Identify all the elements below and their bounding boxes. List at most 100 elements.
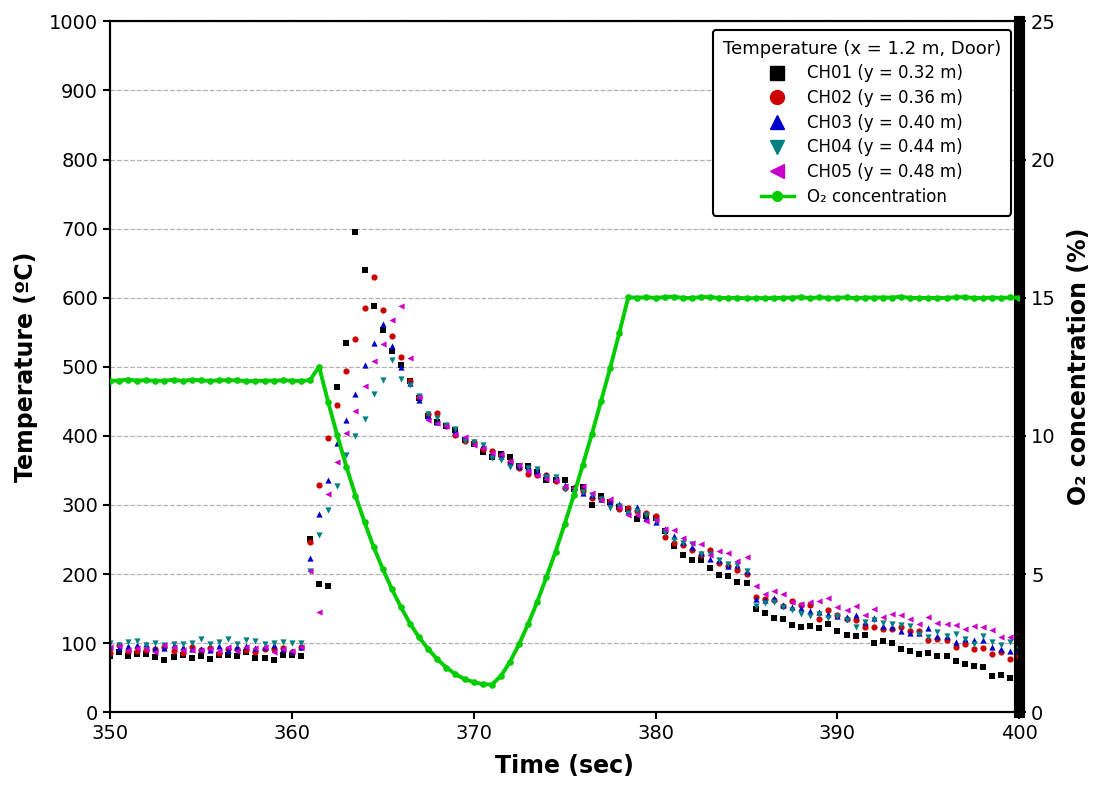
Point [147, 650, 165, 663]
Point [928, 630, 946, 642]
Point [965, 659, 982, 672]
Point [601, 362, 619, 375]
Point [173, 643, 191, 656]
Point [311, 360, 328, 373]
Point [692, 547, 709, 560]
Point [147, 642, 165, 654]
Point [956, 658, 974, 671]
Point [474, 446, 492, 459]
Point [192, 633, 210, 645]
Point [1010, 643, 1028, 656]
Point [902, 291, 919, 304]
Point [283, 374, 301, 386]
Point [629, 513, 646, 526]
Point [801, 619, 819, 632]
Point [401, 379, 419, 391]
Point [801, 610, 819, 623]
Point [774, 613, 791, 626]
Point [992, 291, 1010, 304]
Point [110, 375, 128, 387]
Point [438, 419, 455, 432]
Point [455, 432, 473, 445]
Point [846, 630, 864, 642]
Point [128, 375, 146, 387]
Point [692, 546, 709, 559]
Point [838, 613, 855, 626]
Point [902, 645, 919, 657]
Point [620, 505, 638, 518]
Point [610, 501, 628, 513]
Point [829, 609, 846, 622]
Point [455, 431, 473, 444]
Point [656, 523, 674, 535]
Point [820, 618, 838, 630]
Point [438, 419, 455, 432]
Point [620, 506, 638, 519]
Point [983, 624, 1001, 637]
Point [492, 449, 509, 462]
Point [383, 583, 401, 596]
Point [101, 641, 118, 653]
Point [119, 649, 137, 662]
Point [583, 428, 601, 440]
Point [465, 439, 483, 451]
Point [738, 565, 756, 577]
Point [246, 651, 264, 664]
Point [919, 631, 937, 644]
Point [401, 375, 419, 387]
Point [683, 537, 701, 550]
Point [219, 641, 236, 653]
Point [874, 291, 892, 304]
Point [165, 374, 182, 386]
Point [865, 620, 883, 633]
Point [373, 318, 391, 330]
Point [128, 642, 146, 654]
Point [156, 642, 173, 654]
Point [992, 630, 1010, 643]
Point [947, 654, 965, 667]
Point [692, 554, 709, 567]
Point [255, 375, 273, 387]
Point [892, 642, 909, 655]
Point [892, 619, 909, 632]
Point [883, 607, 901, 620]
Point [246, 642, 264, 654]
Point [928, 291, 946, 304]
Y-axis label: Temperature (ºC): Temperature (ºC) [14, 252, 38, 482]
Point [728, 558, 746, 571]
Point [1001, 291, 1019, 304]
Point [983, 291, 1001, 304]
Point [838, 629, 855, 642]
Point [365, 271, 382, 284]
Point [674, 536, 692, 549]
Point [219, 374, 236, 386]
Point [474, 442, 492, 455]
Point [401, 617, 419, 630]
Point [865, 637, 883, 649]
Point [892, 624, 909, 637]
Point [538, 471, 556, 484]
Point [383, 339, 401, 352]
Point [156, 638, 173, 651]
Point [229, 643, 246, 656]
Point [446, 427, 464, 440]
Point [765, 593, 782, 606]
Point [711, 569, 728, 582]
Point [975, 642, 992, 654]
Point [656, 522, 674, 535]
Point [756, 592, 774, 605]
Point [410, 391, 428, 404]
Point [519, 460, 537, 473]
Point [474, 439, 492, 451]
Point [429, 416, 446, 428]
Point [455, 672, 473, 685]
Point [337, 413, 355, 426]
Point [229, 645, 246, 657]
Point [756, 593, 774, 606]
Point [846, 614, 864, 626]
Point [429, 412, 446, 425]
Point [965, 634, 982, 646]
Point [547, 474, 565, 487]
Point [483, 448, 501, 461]
Point [883, 637, 901, 649]
